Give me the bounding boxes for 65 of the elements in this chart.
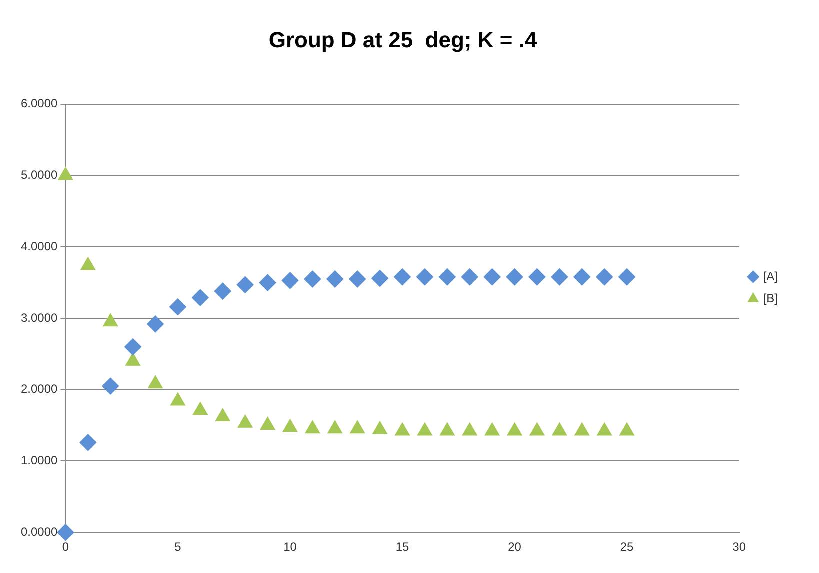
point [596,268,614,286]
point [440,422,455,436]
point [416,268,434,286]
y-tick-label: 4.0000 [21,239,58,254]
point [259,274,276,292]
x-tick-label: 20 [508,540,522,554]
point [528,268,546,286]
point [484,422,500,436]
point [506,268,524,286]
point [103,314,118,327]
point [148,376,163,389]
point [438,268,456,286]
point [215,408,230,422]
x-tick-label: 15 [396,540,410,554]
point [192,289,209,306]
x-tick-label: 0 [62,540,70,554]
legend-label: [B] [763,291,778,306]
y-tick-label: 5.0000 [21,168,58,182]
point [304,270,322,288]
point [236,276,254,294]
point [394,268,412,286]
point [350,420,366,434]
x-tick-label: 25 [620,540,634,554]
x-tick-label: 30 [732,540,746,554]
point [395,422,410,436]
point [193,402,208,416]
legend-label: [A] [763,269,778,284]
point [552,422,568,436]
point [328,420,343,434]
point [170,392,186,406]
point [214,282,232,300]
point [169,298,186,316]
point [349,270,366,288]
point [551,268,568,286]
point [238,414,253,428]
point [484,268,501,286]
x-tick-label: 10 [284,540,298,554]
chart-title: Group D at 25 deg; K = .4 [268,27,538,52]
point [282,419,298,432]
point [530,422,545,436]
point [282,272,299,290]
y-tick-label: 3.0000 [21,310,58,325]
point [574,268,591,286]
point [618,268,636,286]
point [126,352,140,366]
point [124,338,142,356]
point [102,378,120,395]
point [260,417,276,430]
point [507,422,522,436]
point [305,420,320,434]
point [462,422,478,436]
y-tick-label: 6.0000 [21,96,58,111]
point [461,268,478,286]
point [597,422,612,436]
point [372,421,388,434]
point [147,316,164,333]
point [372,270,389,288]
y-tick-label: 1.0000 [21,454,58,468]
point [620,422,634,436]
x-tick-label: 5 [174,540,182,554]
y-tick-label: 2.0000 [21,382,58,396]
point [418,422,432,436]
point [326,270,344,288]
y-tick-label: 0.0000 [21,524,58,539]
point [574,422,590,436]
